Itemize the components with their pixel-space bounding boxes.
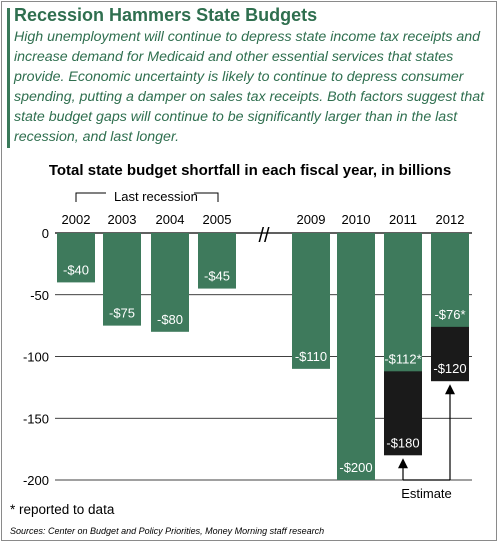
estimate-arrowhead xyxy=(445,384,455,395)
last-recession-bracket-right xyxy=(194,192,219,202)
estimate-value-label: -$120 xyxy=(433,361,466,376)
y-tick-label: -150 xyxy=(23,411,49,426)
x-tick-label: 2004 xyxy=(156,212,185,227)
y-tick-label: -50 xyxy=(30,288,49,303)
footnote: * reported to data xyxy=(10,502,115,517)
x-tick-label: 2010 xyxy=(342,212,371,227)
y-tick-label: 0 xyxy=(42,226,49,241)
last-recession-bracket-left xyxy=(75,192,106,202)
last-recession-label: Last recession xyxy=(114,189,198,204)
reported-bar xyxy=(384,233,422,372)
intro-paragraph: High unemployment will continue to depre… xyxy=(14,29,485,145)
axis-break-mark: // xyxy=(258,225,270,247)
sources-note: Sources: Center on Budget and Policy Pri… xyxy=(10,526,325,536)
reported-bar xyxy=(292,233,330,369)
bar-value-label: -$200 xyxy=(339,460,372,475)
x-tick-label: 2009 xyxy=(297,212,326,227)
reported-bar xyxy=(198,233,236,289)
x-tick-label: 2002 xyxy=(62,212,91,227)
reported-bar xyxy=(337,233,375,480)
reported-bar xyxy=(57,233,95,283)
chart-title: Total state budget shortfall in each fis… xyxy=(48,162,452,179)
reported-bar xyxy=(103,233,141,326)
estimate-arrowhead xyxy=(398,458,408,469)
page-title: Recession Hammers State Budgets xyxy=(14,5,318,25)
y-tick-label: -100 xyxy=(23,350,49,365)
title-accent-bar xyxy=(7,8,10,148)
bar-value-label: -$40 xyxy=(63,262,89,277)
estimate-value-label: -$180 xyxy=(386,435,419,450)
x-tick-label: 2003 xyxy=(108,212,137,227)
x-tick-label: 2012 xyxy=(436,212,465,227)
x-tick-label: 2005 xyxy=(203,212,232,227)
reported-bar xyxy=(431,233,469,327)
bar-value-label: -$110 xyxy=(295,349,327,364)
reported-bar xyxy=(151,233,189,332)
bar-value-label: -$45 xyxy=(204,269,230,284)
bar-value-label: -$80 xyxy=(157,312,183,327)
y-tick-label: -200 xyxy=(23,473,49,488)
x-tick-label: 2011 xyxy=(389,212,417,227)
estimate-label: Estimate xyxy=(401,486,452,501)
bar-value-label: -$75 xyxy=(109,306,135,321)
bar-value-label: -$76* xyxy=(434,307,465,322)
bar-value-label: -$112* xyxy=(384,351,421,366)
